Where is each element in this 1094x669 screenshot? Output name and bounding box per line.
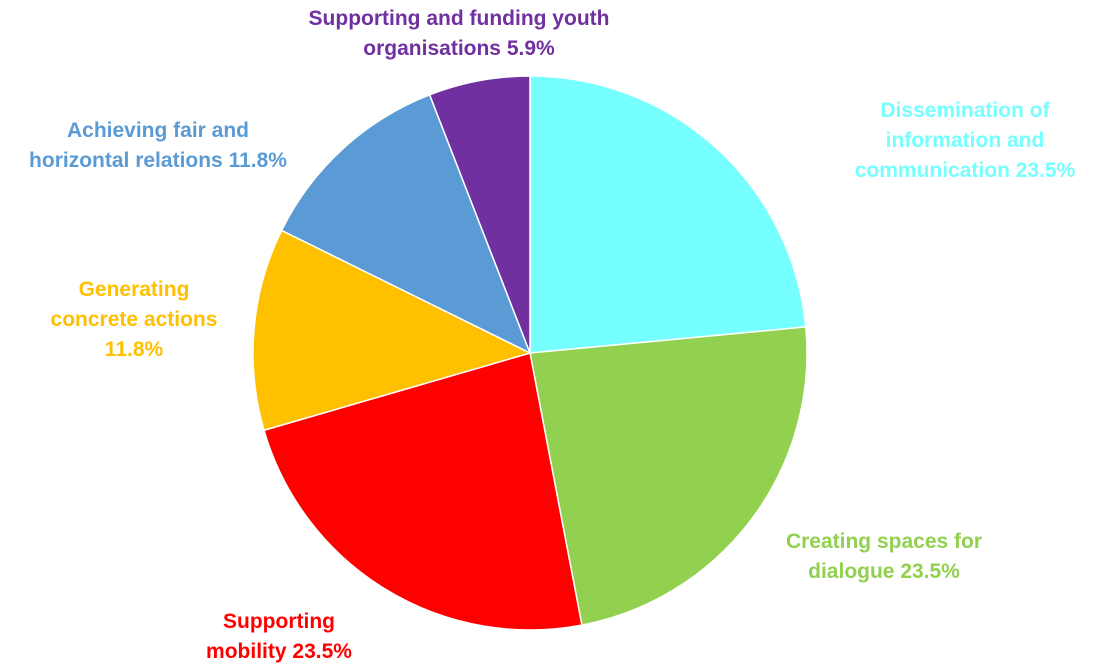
- slice-label-generating-concrete-actions: Generating concrete actions 11.8%: [51, 278, 218, 361]
- slice-label-achieving-fair-and-horizontal-relations: Achieving fair and horizontal relations 1…: [29, 119, 287, 172]
- pie-slice-generating-concrete-actions: [252, 229, 533, 432]
- slice-label-line: dialogue 23.5%: [808, 560, 960, 583]
- pie-slice-supporting-mobility: [263, 352, 583, 631]
- pie-slice-supporting-and-funding-youth-organisations: [428, 75, 531, 354]
- slice-label-line: horizontal relations 11.8%: [29, 149, 287, 172]
- slice-label-line: Creating spaces for: [786, 530, 982, 553]
- slice-label-line: Generating: [79, 278, 190, 301]
- pie-slice-dissemination-of-information-and-communication: [529, 75, 807, 354]
- slice-label-creating-spaces-for-dialogue: Creating spaces for dialogue 23.5%: [786, 530, 982, 583]
- slice-label-line: Supporting and funding youth: [309, 7, 610, 30]
- pie-labels: Dissemination of information and communica…: [29, 7, 1076, 663]
- pie-slices: [252, 75, 808, 631]
- slice-label-line: Achieving fair and: [67, 119, 249, 142]
- pie-slice-creating-spaces-for-dialogue: [529, 326, 808, 626]
- slice-label-line: concrete actions: [51, 308, 218, 331]
- slice-label-dissemination-of-information-and-communication: Dissemination of information and communica…: [855, 99, 1076, 182]
- slice-label-line: information and: [886, 129, 1045, 152]
- slice-label-line: 11.8%: [105, 338, 164, 361]
- slice-label-supporting-and-funding-youth-organisations: Supporting and funding youth organisation…: [309, 7, 610, 60]
- slice-label-line: organisations 5.9%: [363, 37, 555, 60]
- pie-slice-achieving-fair-and-horizontal-relations: [280, 93, 532, 355]
- slice-label-line: Supporting: [223, 610, 335, 633]
- slice-label-line: mobility 23.5%: [206, 640, 352, 663]
- slice-label-line: Dissemination of: [880, 99, 1050, 122]
- slice-label-supporting-mobility: Supporting mobility 23.5%: [206, 610, 352, 663]
- slice-label-line: communication 23.5%: [855, 159, 1076, 182]
